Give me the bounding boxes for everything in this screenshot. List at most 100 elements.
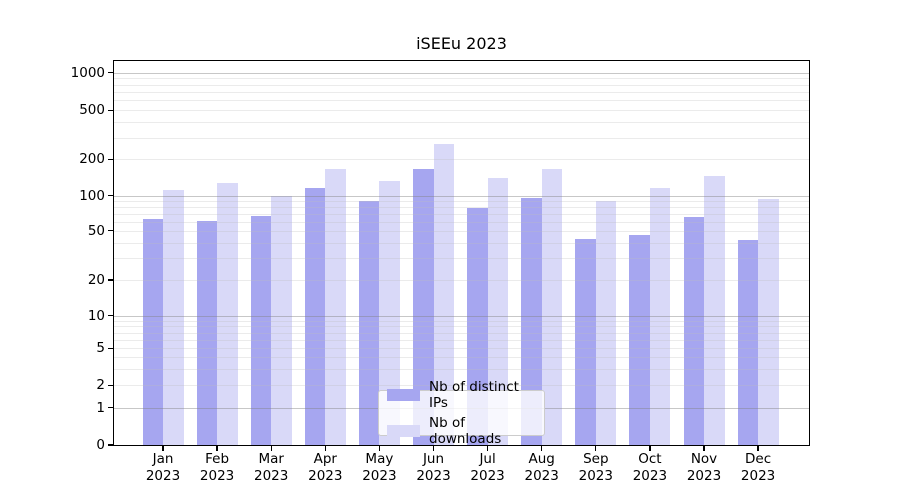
bar-downloads-sep [595, 200, 617, 446]
minor-gridline [113, 122, 810, 124]
y-tick-label: 100 [79, 187, 105, 204]
minor-gridline [113, 339, 810, 341]
y-tick-mark [108, 230, 113, 232]
bar-downloads-nov [704, 175, 725, 446]
legend: Nb of distinct IPs Nb of downloads [378, 379, 545, 447]
y-tick-label: 1 [96, 399, 105, 416]
minor-gridline [113, 320, 810, 322]
minor-gridline [113, 137, 810, 139]
y-tick-label: 0 [96, 437, 105, 453]
minor-gridline [113, 92, 810, 93]
legend-label-distinct-ips: Nb of distinct IPs [429, 379, 519, 411]
bar-distinct-ips-jun [413, 169, 434, 446]
y-tick-mark [108, 347, 113, 349]
minor-gridline [113, 230, 810, 232]
major-gridline [113, 315, 810, 317]
x-tick-mark [216, 446, 218, 451]
bar-downloads-jul [487, 178, 509, 446]
bar-distinct-ips-sep [575, 238, 596, 446]
bar-distinct-ips-jul [467, 208, 488, 446]
bar-downloads-mar [271, 196, 292, 446]
x-tick-mark [432, 446, 435, 451]
minor-gridline [113, 368, 810, 370]
y-tick-label: 2 [96, 377, 105, 394]
x-tick-label-mar: Mar 2023 [254, 451, 289, 484]
bar-downloads-jan [163, 189, 184, 446]
bar-downloads-dec [758, 199, 779, 446]
x-tick-mark [541, 446, 543, 451]
minor-gridline [113, 258, 810, 260]
bar-downloads-aug [541, 169, 563, 446]
bar-distinct-ips-mar [250, 215, 272, 446]
minor-gridline [113, 357, 810, 359]
x-tick-mark [703, 446, 705, 451]
y-tick-label: 500 [79, 102, 105, 119]
bar-downloads-feb [217, 183, 238, 446]
bar-distinct-ips-may [358, 200, 380, 446]
minor-gridline [113, 213, 810, 215]
minor-gridline [113, 348, 810, 350]
legend-item-downloads: Nb of downloads [387, 415, 536, 447]
x-tick-label-oct: Oct 2023 [632, 451, 668, 484]
y-tick-mark [108, 279, 113, 281]
y-tick-label: 20 [87, 272, 105, 288]
bar-downloads-oct [649, 187, 671, 446]
y-tick-mark [108, 195, 113, 197]
minor-gridline [113, 201, 810, 202]
x-tick-mark [378, 446, 381, 451]
bar-downloads-may [379, 181, 400, 446]
x-tick-mark [757, 446, 759, 451]
legend-label-downloads: Nb of downloads [429, 415, 502, 447]
y-tick-label: 10 [87, 307, 105, 324]
bar-distinct-ips-nov [683, 216, 704, 446]
bar-distinct-ips-dec [737, 240, 759, 446]
y-tick-label: 200 [79, 151, 105, 168]
minor-gridline [113, 159, 810, 161]
major-gridline [113, 72, 810, 74]
bar-distinct-ips-feb [196, 220, 218, 446]
minor-gridline [113, 100, 810, 102]
minor-gridline [113, 332, 810, 334]
bar-downloads-apr [325, 168, 346, 446]
y-tick-mark [108, 315, 113, 317]
chart-title: iSEEu 2023 [416, 34, 507, 53]
x-tick-label-aug: Aug 2023 [524, 451, 559, 484]
x-tick-label-nov: Nov 2023 [686, 451, 722, 484]
x-tick-mark [270, 446, 272, 451]
x-tick-mark [649, 446, 651, 451]
minor-gridline [113, 84, 810, 86]
x-tick-mark [162, 446, 164, 451]
bar-distinct-ips-jan [142, 219, 163, 446]
major-gridline [113, 195, 810, 197]
x-tick-label-may: May 2023 [362, 451, 397, 484]
y-tick-mark [108, 407, 113, 409]
bar-distinct-ips-aug [521, 197, 542, 446]
minor-gridline [113, 385, 810, 387]
y-tick-label: 50 [87, 222, 105, 239]
plot-area-border [113, 60, 810, 446]
x-tick-label-feb: Feb 2023 [199, 451, 235, 484]
legend-swatch-distinct-ips [387, 389, 420, 401]
x-tick-label-sep: Sep 2023 [578, 451, 613, 484]
minor-gridline [113, 221, 810, 223]
minor-gridline [113, 110, 810, 112]
y-tick-label: 5 [96, 340, 105, 357]
minor-gridline [113, 326, 810, 328]
y-tick-mark [108, 444, 113, 446]
minor-gridline [113, 207, 810, 208]
legend-item-distinct-ips: Nb of distinct IPs [387, 379, 536, 411]
minor-gridline [113, 280, 810, 281]
x-tick-label-jul: Jul 2023 [470, 451, 505, 484]
y-tick-mark [108, 71, 113, 74]
bar-distinct-ips-oct [629, 235, 650, 446]
bar-downloads-jun [433, 144, 454, 446]
x-tick-mark [595, 446, 597, 451]
legend-swatch-downloads [387, 425, 420, 437]
x-tick-label-jun: Jun 2023 [416, 451, 451, 484]
minor-gridline [113, 78, 810, 80]
x-tick-label-jan: Jan 2023 [145, 451, 181, 484]
bar-distinct-ips-apr [304, 188, 326, 446]
y-tick-label: 1000 [70, 64, 105, 81]
minor-gridline [113, 242, 810, 244]
